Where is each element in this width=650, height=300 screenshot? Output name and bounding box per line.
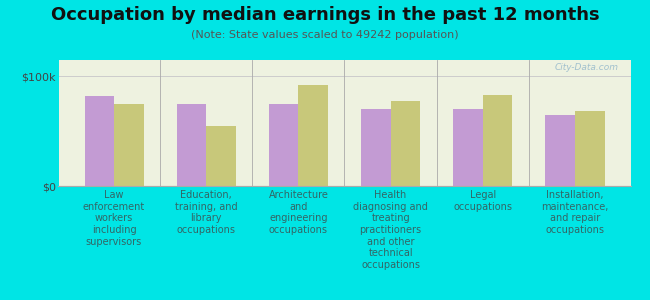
Bar <box>84 96 114 186</box>
Legend: 49242, Michigan: 49242, Michigan <box>251 299 438 300</box>
Bar <box>545 115 575 186</box>
Bar <box>575 112 604 186</box>
Bar <box>298 85 328 186</box>
Bar <box>453 109 483 186</box>
Bar <box>361 109 391 186</box>
Bar <box>114 104 144 186</box>
Bar <box>206 126 236 186</box>
Bar <box>269 104 298 186</box>
Bar <box>483 95 512 186</box>
Bar <box>177 104 206 186</box>
Bar <box>391 100 420 186</box>
Text: Occupation by median earnings in the past 12 months: Occupation by median earnings in the pas… <box>51 6 599 24</box>
Text: City-Data.com: City-Data.com <box>555 62 619 71</box>
Text: (Note: State values scaled to 49242 population): (Note: State values scaled to 49242 popu… <box>191 30 459 40</box>
